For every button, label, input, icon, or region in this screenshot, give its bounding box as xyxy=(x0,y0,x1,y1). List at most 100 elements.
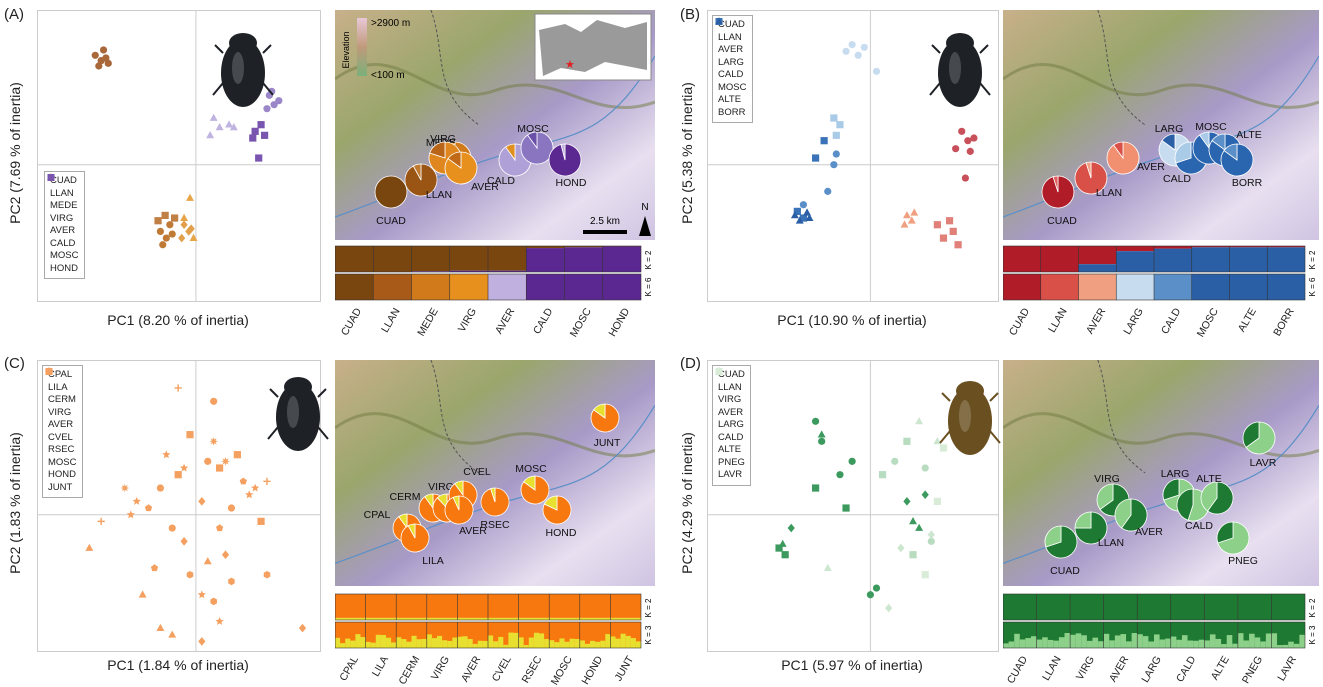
k-segment xyxy=(498,636,504,648)
pop-name: CUAD xyxy=(1004,654,1031,686)
legend-label: LLAN xyxy=(718,31,742,43)
k-segment xyxy=(600,640,606,648)
pca-point-cald xyxy=(903,437,911,445)
pca-point-mosc xyxy=(830,161,838,169)
pca-point-llan xyxy=(781,551,789,559)
pie-slice xyxy=(1074,511,1108,545)
pca-point-cald xyxy=(836,121,844,129)
pie-lavr xyxy=(1242,421,1276,455)
k-segment xyxy=(1131,633,1138,648)
pca-point-llan xyxy=(939,234,948,242)
k-segment xyxy=(574,638,580,648)
k-segment xyxy=(610,636,616,648)
pca-point-cald xyxy=(209,113,218,121)
pca-point-mede xyxy=(154,217,162,225)
pca-point-cuad xyxy=(91,51,99,59)
pie-cuad xyxy=(374,175,408,209)
panel-letter-d: (D) xyxy=(680,355,701,372)
pie-slice xyxy=(1207,481,1234,515)
pie-llan xyxy=(1074,511,1108,545)
xlabel-b: PC1 (10.90 % of inertia) xyxy=(777,312,927,328)
pie-aver xyxy=(1106,141,1140,175)
pca-point-virg xyxy=(198,497,206,506)
pca-point-rsec xyxy=(132,497,141,505)
k-segment xyxy=(620,633,626,648)
legend-entry: MOSC xyxy=(47,174,79,263)
pie-label: PNEG xyxy=(1228,555,1258,567)
pie-label: CERM xyxy=(390,491,421,503)
legend-entry: CALD xyxy=(47,173,79,251)
pie-slice xyxy=(593,403,606,419)
k-segment xyxy=(1008,641,1015,648)
k-segment xyxy=(595,641,601,648)
k2-bar-mede-alt xyxy=(411,271,450,272)
pop-name: CVEL xyxy=(489,654,514,684)
k2-bar-mosc xyxy=(1191,246,1230,248)
k2-bar-mosc xyxy=(549,594,580,618)
pca-point-pneg xyxy=(927,530,935,540)
pca-point-cald xyxy=(909,551,917,559)
pca-point-cuad xyxy=(970,134,978,142)
k-segment xyxy=(437,635,443,648)
pca-point-lavr xyxy=(921,571,929,579)
k2-bar-lavr xyxy=(1271,594,1305,620)
legend-entry: HOND xyxy=(45,367,77,482)
legend-marker xyxy=(715,17,723,25)
k-segment xyxy=(1159,639,1166,648)
legend-label: CALD xyxy=(50,237,76,249)
relief-map: CUADLLANMEDEVIRGAVERCALDMOSCHONDElevatio… xyxy=(335,10,655,240)
pie-label: VIRG xyxy=(1094,473,1120,485)
legend-label: JUNT xyxy=(48,481,73,493)
pie-pneg xyxy=(1216,521,1250,555)
pie-slice xyxy=(1216,521,1234,544)
pie-llan xyxy=(1074,161,1108,195)
structure-svg: K = 2 K = 6 xyxy=(1002,245,1317,301)
k-segment xyxy=(340,643,346,648)
pca-point-junt xyxy=(174,384,182,392)
pie-slice xyxy=(1161,133,1176,151)
pop-name: BORR xyxy=(1270,306,1297,339)
legend-symbol xyxy=(47,174,55,181)
pop-name: CUAD xyxy=(339,306,365,338)
pca-point-cuad xyxy=(848,457,856,465)
k-segment xyxy=(452,637,458,648)
legend-label: AVER xyxy=(48,419,74,430)
k2-bar-cald xyxy=(1170,594,1205,620)
legend-label: PNEG xyxy=(718,456,745,468)
k-segment xyxy=(1226,635,1233,648)
elevation-colorbar xyxy=(357,18,367,76)
pop-name: LAVR xyxy=(1274,654,1299,684)
pop-name: MOSC xyxy=(567,306,595,340)
pca-point-cerm xyxy=(168,630,177,638)
pca-point-cuad xyxy=(104,59,112,67)
k-segment xyxy=(584,643,590,648)
k6-bar-cald xyxy=(1154,274,1192,300)
k-segment xyxy=(1154,634,1160,648)
k-segment xyxy=(396,637,402,648)
k-segment xyxy=(365,641,371,648)
k2-bar-virg-alt xyxy=(426,617,458,620)
pca-point-cvel xyxy=(228,577,235,586)
k-segment xyxy=(467,639,473,648)
legend-marker xyxy=(47,174,55,181)
k-segment xyxy=(482,640,488,648)
pca-point-aver xyxy=(787,523,795,533)
pca-point-cuad xyxy=(836,471,844,479)
k-segment xyxy=(1148,641,1154,648)
k-segment xyxy=(1271,633,1278,648)
panel-letter-b: (B) xyxy=(680,6,700,23)
k6-bar-hond xyxy=(602,274,641,300)
k2-bar-aver-alt xyxy=(457,617,488,620)
k-segment xyxy=(625,635,631,648)
k-segment xyxy=(1260,641,1266,648)
legend-label: MEDE xyxy=(50,200,78,211)
elevation-high: >2900 m xyxy=(371,18,410,29)
k-segment xyxy=(1249,633,1255,648)
legend-entry: MOSC xyxy=(44,367,77,470)
pie-slice xyxy=(1096,483,1114,510)
beetle-icon xyxy=(929,33,991,107)
pie-label: LARG xyxy=(1161,468,1190,480)
legend-label: CUAD xyxy=(718,19,745,30)
pie-label: ALTE xyxy=(1196,473,1221,485)
ylabel-a: PC2 (7.69 % of inertia) xyxy=(7,82,23,224)
